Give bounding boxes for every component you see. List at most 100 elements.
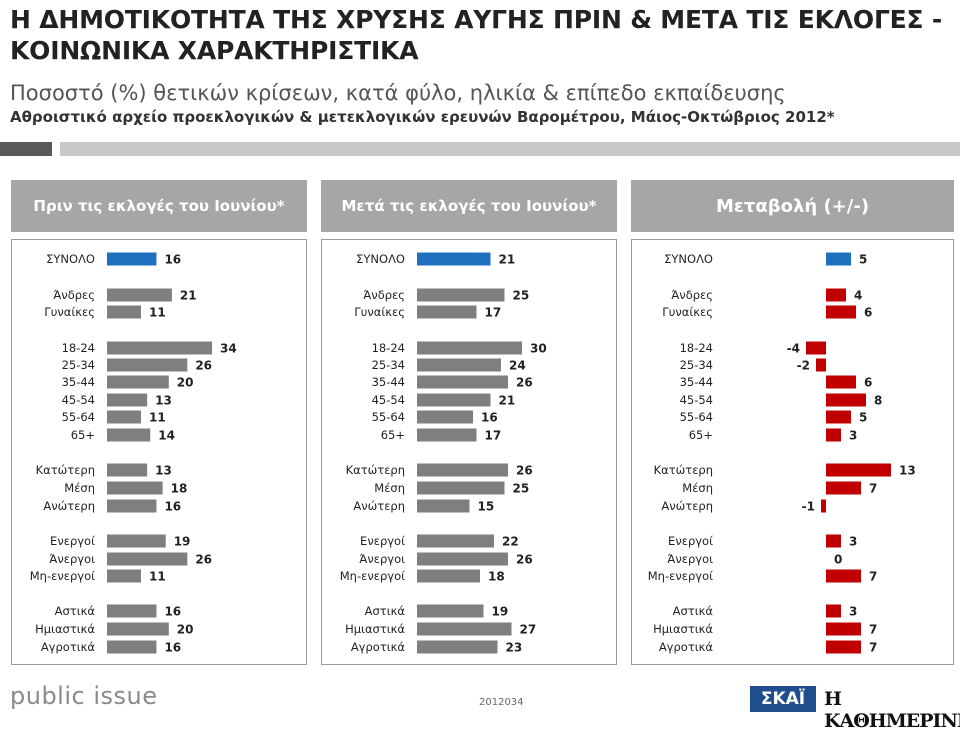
panel-header-before: Πριν τις εκλογές του Ιουνίου* xyxy=(11,180,307,232)
value-label: 3 xyxy=(849,535,857,549)
value-label: 3 xyxy=(849,429,857,443)
category-label: 25-34 xyxy=(62,358,95,372)
bar xyxy=(107,534,166,548)
bar xyxy=(816,358,826,372)
value-label: 16 xyxy=(481,411,498,425)
value-label: 13 xyxy=(155,394,172,408)
value-label: 16 xyxy=(164,605,181,619)
bar xyxy=(417,640,498,654)
category-label: 25-34 xyxy=(680,358,713,372)
category-label: Αγροτικά xyxy=(351,640,406,654)
category-label: ΣΥΝΟΛΟ xyxy=(356,252,405,266)
value-label: 0 xyxy=(834,553,842,567)
bar xyxy=(417,375,508,389)
value-label: 25 xyxy=(513,289,530,303)
category-label: 65+ xyxy=(381,428,405,442)
category-label: Άνεργοι xyxy=(359,552,405,566)
bar xyxy=(826,410,851,424)
bar xyxy=(107,428,151,442)
category-label: Γυναίκες xyxy=(44,305,95,319)
category-label: 55-64 xyxy=(62,410,95,424)
bar xyxy=(417,481,505,495)
value-label: 7 xyxy=(869,623,877,637)
bar xyxy=(417,569,480,583)
category-label: 18-24 xyxy=(680,341,713,355)
value-label: 16 xyxy=(164,641,181,655)
bar xyxy=(417,499,470,513)
category-label: Γυναίκες xyxy=(662,305,713,319)
category-label: Κατώτερη xyxy=(346,463,405,477)
value-label: 5 xyxy=(859,411,867,425)
value-label: 6 xyxy=(864,306,872,320)
panel-before: ΣΥΝΟΛΟ 16 Άνδρες 21 Γυναίκες 11 18-24 34 25-34 26… xyxy=(11,239,307,665)
value-label: 13 xyxy=(899,464,916,478)
category-label: 45-54 xyxy=(62,393,95,407)
bar xyxy=(826,534,841,548)
skai-logo: ΣΚΑΪ xyxy=(750,686,816,712)
category-label: Ανώτερη xyxy=(661,499,713,513)
chart-before: ΣΥΝΟΛΟ 16 Άνδρες 21 Γυναίκες 11 18-24 34 25-34 26… xyxy=(30,252,237,655)
bar xyxy=(107,622,169,636)
category-label: Ημιαστικά xyxy=(35,622,95,636)
category-label: ΣΥΝΟΛΟ xyxy=(664,252,713,266)
panel-header-after: Μετά τις εκλογές του Ιουνίου* xyxy=(321,180,617,232)
value-label: 27 xyxy=(520,623,537,637)
category-label: Ημιαστικά xyxy=(653,622,713,636)
value-label: 11 xyxy=(149,306,166,320)
category-label: 18-24 xyxy=(372,341,405,355)
bar xyxy=(417,341,522,355)
category-label: 65+ xyxy=(71,428,95,442)
category-label: 25-34 xyxy=(372,358,405,372)
category-label: Αστικά xyxy=(365,604,406,618)
bar xyxy=(107,604,157,618)
value-label: 26 xyxy=(195,359,212,373)
value-label: 18 xyxy=(171,482,188,496)
value-label: 20 xyxy=(177,376,194,390)
bar xyxy=(107,375,169,389)
value-label: 8 xyxy=(874,394,882,408)
value-label: 18 xyxy=(488,570,505,584)
category-label: Μέση xyxy=(682,481,713,495)
value-label: 11 xyxy=(149,411,166,425)
bar xyxy=(826,288,846,302)
category-label: Αγροτικά xyxy=(41,640,96,654)
value-label: 26 xyxy=(516,553,533,567)
bar xyxy=(107,252,157,266)
category-label: 35-44 xyxy=(372,375,405,389)
value-label: -2 xyxy=(797,359,810,373)
value-label: 19 xyxy=(492,605,509,619)
value-label: 14 xyxy=(158,429,175,443)
bar xyxy=(826,640,861,654)
bar xyxy=(826,305,856,319)
category-label: Ημιαστικά xyxy=(345,622,405,636)
category-label: Άνεργοι xyxy=(49,552,95,566)
bar xyxy=(417,358,501,372)
report-code: 2012034 xyxy=(479,697,524,708)
brand-logo-public-issue: public issue xyxy=(10,682,158,710)
bar xyxy=(821,499,826,513)
category-label: Αγροτικά xyxy=(659,640,714,654)
bar xyxy=(417,463,508,477)
bar xyxy=(826,604,841,618)
category-label: Μη-ενεργοί xyxy=(648,569,713,583)
value-label: 25 xyxy=(513,482,530,496)
bar xyxy=(417,288,505,302)
bar xyxy=(417,552,508,566)
bar xyxy=(417,622,512,636)
category-label: 18-24 xyxy=(62,341,95,355)
value-label: 7 xyxy=(869,641,877,655)
bar xyxy=(826,622,861,636)
panel-change: ΣΥΝΟΛΟ 5 Άνδρες 4 Γυναίκες 6 18-24 -4 25-34 -2 35-… xyxy=(631,239,954,665)
value-label: 21 xyxy=(499,253,516,267)
bar xyxy=(417,410,473,424)
value-label: 24 xyxy=(509,359,526,373)
value-label: 7 xyxy=(869,482,877,496)
category-label: Ενεργοί xyxy=(50,534,95,548)
bar xyxy=(107,410,141,424)
category-label: 55-64 xyxy=(680,410,713,424)
category-label: Ανώτερη xyxy=(43,499,95,513)
bar xyxy=(417,428,477,442)
value-label: 17 xyxy=(485,306,502,320)
bar xyxy=(826,463,891,477)
